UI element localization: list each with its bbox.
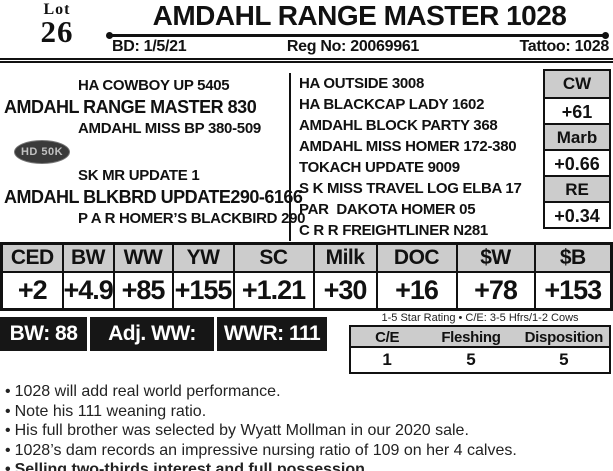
- ratings-box: 1-5 Star Rating • C/E: 3-5 Hfrs/1-2 Cows…: [349, 312, 611, 374]
- epd-value: +78: [455, 270, 536, 311]
- ratings-header: C/E: [375, 329, 400, 346]
- epd-header: WW: [112, 242, 174, 273]
- carcass-header: RE: [545, 175, 609, 201]
- bullet-icon: •: [5, 441, 11, 459]
- note-text: His full brother was selected by Wyatt M…: [14, 422, 469, 439]
- header-divider: [0, 58, 613, 63]
- carcass-value: +61: [545, 97, 609, 123]
- epd-header-row: CED BW WW YW SC Milk DOC $W $B: [0, 242, 613, 273]
- epd-value: +16: [375, 270, 458, 311]
- note-line: • His full brother was selected by Wyatt …: [5, 421, 609, 441]
- note-text: Note his 111 weaning ratio.: [14, 402, 207, 420]
- note-text: 1028’s dam records an impressive nursing…: [14, 441, 517, 459]
- ancestor: C R R FREIGHTLINER N281: [299, 222, 488, 239]
- carcass-header: Marb: [545, 123, 609, 149]
- sire-sire: HA COWBOY UP 5405: [78, 77, 230, 94]
- ratings-caption: 1-5 Star Rating • C/E: 3-5 Hfrs/1-2 Cows: [381, 312, 579, 324]
- performance-bw: BW: 88: [0, 317, 87, 351]
- carcass-epd-box: CW +61 Marb +0.66 RE +0.34: [543, 69, 611, 229]
- dam-dam: P A R HOMER’S BLACKBIRD 290: [78, 210, 306, 227]
- epd-value: +2: [0, 270, 64, 311]
- pedigree-section: HA COWBOY UP 5405 AMDAHL RANGE MASTER 83…: [0, 63, 613, 242]
- stats-section: BW: 88 Adj. WW: 884 WWR: 111 1-5 Star Ra…: [0, 311, 613, 379]
- ratings-table: C/E Fleshing Disposition 1 5 5: [349, 325, 611, 374]
- ancestor: AMDAHL BLOCK PARTY 368: [299, 117, 498, 134]
- epd-header: DOC: [375, 242, 458, 273]
- hd50k-badge-icon: HD 50K: [14, 140, 70, 164]
- ratings-value: 5: [466, 350, 476, 369]
- bullet-icon: •: [5, 383, 11, 400]
- epd-header: YW: [171, 242, 235, 273]
- performance-adj-ww: Adj. WW: 884: [90, 317, 214, 379]
- note-line: • 1028 will add real world performance.: [5, 382, 609, 402]
- animal-title: AMDAHL RANGE MASTER 1028: [152, 0, 567, 31]
- pedigree-ancestors: HA OUTSIDE 3008 HA BLACKCAP LADY 1602 AM…: [289, 73, 535, 241]
- epd-header: BW: [61, 242, 115, 273]
- epd-value: +30: [312, 270, 378, 311]
- ancestor: HA BLACKCAP LADY 1602: [299, 96, 485, 113]
- lot-label: Lot: [43, 1, 71, 18]
- epd-header: CED: [0, 242, 64, 273]
- note-text: Selling two-thirds interest and full pos…: [14, 461, 370, 471]
- carcass-value: +0.66: [545, 149, 609, 175]
- epd-value-row: +2 +4.9 +85 +155 +1.21 +30 +16 +78 +153: [0, 270, 613, 311]
- epd-header: $W: [455, 242, 536, 273]
- epd-header: Milk: [312, 242, 378, 273]
- ratings-value: 5: [559, 350, 569, 369]
- epd-table: CED BW WW YW SC Milk DOC $W $B +2 +4.9 +…: [0, 242, 613, 311]
- lot-block: Lot 26: [10, 1, 104, 49]
- pedigree-parents: HA COWBOY UP 5405 AMDAHL RANGE MASTER 83…: [0, 75, 306, 229]
- dam-name: AMDAHL BLKBRD UPDATE290-6166: [4, 187, 303, 207]
- note-line: • 1028’s dam records an impressive nursin…: [5, 441, 609, 461]
- lot-number: 26: [40, 14, 74, 49]
- performance-wwr: WWR: 111: [217, 317, 327, 351]
- bullet-icon: •: [5, 422, 11, 439]
- ratings-value-row: 1 5 5: [351, 348, 609, 372]
- ancestor: HA OUTSIDE 3008: [299, 75, 424, 92]
- note-line-selling-terms: • Selling two-thirds interest and full po…: [5, 460, 609, 471]
- ratings-header: Fleshing: [441, 329, 501, 346]
- ancestor: AMDAHL MISS HOMER 172-380: [299, 138, 517, 155]
- sire-name: AMDAHL RANGE MASTER 830: [4, 97, 257, 117]
- carcass-header: CW: [545, 71, 609, 97]
- ancestor: PAR DAKOTA HOMER 05: [299, 201, 476, 218]
- epd-value: +155: [171, 270, 235, 311]
- bullet-icon: •: [5, 461, 11, 471]
- id-row: BD: 1/5/21 Reg No: 20069961 Tattoo: 1028: [112, 38, 609, 56]
- ratings-header-row: C/E Fleshing Disposition: [351, 327, 609, 348]
- birth-date: BD: 1/5/21: [112, 38, 187, 55]
- epd-header: $B: [533, 242, 613, 273]
- ancestor: TOKACH UPDATE 9009: [299, 159, 460, 176]
- ratings-header: Disposition: [524, 329, 604, 346]
- notes-section: • 1028 will add real world performance. •…: [5, 382, 609, 471]
- dam-sire: SK MR UPDATE 1: [78, 167, 200, 184]
- performance-bars: BW: 88 Adj. WW: 884 WWR: 111: [0, 317, 327, 379]
- epd-value: +85: [112, 270, 174, 311]
- reg-no: Reg No: 20069961: [286, 38, 420, 55]
- epd-value: +4.9: [61, 270, 115, 311]
- title-underline: [106, 32, 609, 39]
- epd-value: +1.21: [232, 270, 315, 311]
- bullet-icon: •: [5, 402, 11, 420]
- tattoo: Tattoo: 1028: [519, 38, 610, 55]
- epd-header: SC: [232, 242, 315, 273]
- sire-dam: AMDAHL MISS BP 380-509: [78, 120, 261, 137]
- carcass-value: +0.34: [545, 201, 609, 227]
- note-text: 1028 will add real world performance.: [14, 383, 281, 400]
- header: Lot 26 AMDAHL RANGE MASTER 1028 BD: 1/5/…: [0, 0, 613, 63]
- ratings-value: 1: [382, 350, 392, 369]
- epd-value: +153: [533, 270, 613, 311]
- ancestor: S K MISS TRAVEL LOG ELBA 17: [299, 180, 522, 197]
- note-line: • Note his 111 weaning ratio.: [5, 402, 609, 422]
